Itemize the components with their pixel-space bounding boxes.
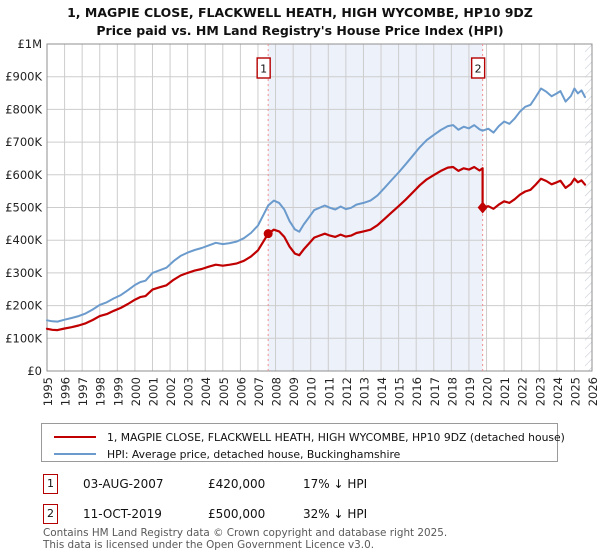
svg-text:£100K: £100K bbox=[5, 331, 42, 345]
svg-text:2017: 2017 bbox=[428, 377, 442, 406]
svg-text:2013: 2013 bbox=[357, 377, 371, 406]
x-axis-labels: 1995 1996 1997 1998 1999 2000 2001 2002 2003 2004… bbox=[41, 377, 600, 406]
svg-text:£400K: £400K bbox=[5, 233, 42, 247]
y-axis-labels: £1M £900K £800K £700K £600K £500K £400K £300K £2… bbox=[5, 37, 42, 378]
svg-text:2001: 2001 bbox=[146, 377, 160, 406]
svg-text:1998: 1998 bbox=[94, 377, 108, 406]
svg-text:£500K: £500K bbox=[5, 201, 42, 215]
svg-text:2021: 2021 bbox=[498, 377, 512, 406]
property-line bbox=[45, 165, 587, 332]
svg-text:2015: 2015 bbox=[393, 377, 407, 406]
svg-text:2005: 2005 bbox=[217, 377, 231, 406]
hpi-line-swatch bbox=[54, 453, 96, 455]
event-number-badge-1: 1 bbox=[43, 474, 58, 494]
svg-text:2006: 2006 bbox=[234, 377, 248, 406]
svg-text:1996: 1996 bbox=[59, 377, 73, 406]
svg-text:£900K: £900K bbox=[5, 70, 42, 84]
svg-text:£700K: £700K bbox=[5, 135, 42, 149]
event-row-2: 2 11-OCT-2019 £500,000 32% ↓ HPI bbox=[43, 504, 593, 524]
event-date-2: 11-OCT-2019 bbox=[83, 507, 162, 521]
svg-text:£800K: £800K bbox=[5, 102, 42, 116]
svg-text:£200K: £200K bbox=[5, 299, 42, 313]
sale-marker-2 bbox=[477, 201, 488, 214]
svg-text:£0: £0 bbox=[27, 364, 42, 378]
svg-text:2026: 2026 bbox=[586, 377, 600, 406]
svg-text:1995: 1995 bbox=[41, 377, 55, 406]
svg-text:2020: 2020 bbox=[481, 377, 495, 406]
event-date-1: 03-AUG-2007 bbox=[83, 477, 164, 491]
svg-text:2023: 2023 bbox=[533, 377, 547, 406]
svg-text:2019: 2019 bbox=[463, 377, 477, 406]
svg-text:2024: 2024 bbox=[551, 377, 565, 406]
svg-text:2025: 2025 bbox=[568, 377, 582, 406]
svg-text:2002: 2002 bbox=[164, 377, 178, 406]
svg-text:2009: 2009 bbox=[287, 377, 301, 406]
price-chart: 1 2 £1M £900K £800K £700K £600K £500K £400K £300K… bbox=[5, 37, 600, 406]
svg-text:2007: 2007 bbox=[252, 377, 266, 406]
svg-text:2014: 2014 bbox=[375, 377, 389, 406]
svg-text:2003: 2003 bbox=[182, 377, 196, 406]
svg-text:2004: 2004 bbox=[199, 377, 213, 406]
svg-text:2018: 2018 bbox=[445, 377, 459, 406]
legend-label-hpi: HPI: Average price, detached house, Buck… bbox=[107, 447, 401, 461]
event-number-badge-2: 2 bbox=[43, 504, 58, 524]
attribution-footer: Contains HM Land Registry data © Crown c… bbox=[43, 527, 448, 551]
svg-text:2012: 2012 bbox=[340, 377, 354, 406]
legend: 1, MAGPIE CLOSE, FLACKWELL HEATH, HIGH W… bbox=[41, 423, 565, 462]
event-flag-2: 2 bbox=[470, 57, 486, 79]
svg-text:2011: 2011 bbox=[322, 377, 336, 406]
event-price-1: £420,000 bbox=[208, 477, 266, 491]
svg-text:1: 1 bbox=[260, 63, 267, 76]
legend-item-hpi: HPI: Average price, detached house, Buck… bbox=[54, 446, 551, 462]
sale-marker-1 bbox=[263, 229, 273, 239]
svg-text:2010: 2010 bbox=[305, 377, 319, 406]
svg-text:2000: 2000 bbox=[129, 377, 143, 406]
svg-text:£300K: £300K bbox=[5, 266, 42, 280]
event-hpi-delta-1: 17% ↓ HPI bbox=[303, 477, 368, 491]
legend-label-property: 1, MAGPIE CLOSE, FLACKWELL HEATH, HIGH W… bbox=[107, 430, 565, 444]
event-price-2: £500,000 bbox=[208, 507, 266, 521]
property-line-swatch bbox=[54, 436, 96, 438]
svg-text:1999: 1999 bbox=[111, 377, 125, 406]
svg-text:2016: 2016 bbox=[410, 377, 424, 406]
event-hpi-delta-2: 32% ↓ HPI bbox=[303, 507, 368, 521]
footer-line-2: This data is licensed under the Open Gov… bbox=[43, 538, 375, 551]
grid bbox=[46, 43, 593, 372]
event-flag-1: 1 bbox=[256, 57, 271, 79]
svg-text:2008: 2008 bbox=[270, 377, 284, 406]
plot-border bbox=[46, 43, 593, 372]
svg-text:2: 2 bbox=[475, 63, 482, 76]
footer-line-1: Contains HM Land Registry data © Crown c… bbox=[43, 527, 448, 539]
svg-text:1997: 1997 bbox=[76, 377, 90, 406]
page-subtitle: Price paid vs. HM Land Registry's House … bbox=[96, 23, 504, 38]
hpi-line bbox=[46, 87, 586, 323]
svg-text:£600K: £600K bbox=[5, 168, 42, 182]
svg-text:£1M: £1M bbox=[17, 37, 42, 51]
event-row-1: 1 03-AUG-2007 £420,000 17% ↓ HPI bbox=[43, 474, 593, 494]
page-title: 1, MAGPIE CLOSE, FLACKWELL HEATH, HIGH W… bbox=[67, 5, 533, 20]
svg-text:2022: 2022 bbox=[516, 377, 530, 406]
legend-item-property: 1, MAGPIE CLOSE, FLACKWELL HEATH, HIGH W… bbox=[54, 429, 565, 445]
